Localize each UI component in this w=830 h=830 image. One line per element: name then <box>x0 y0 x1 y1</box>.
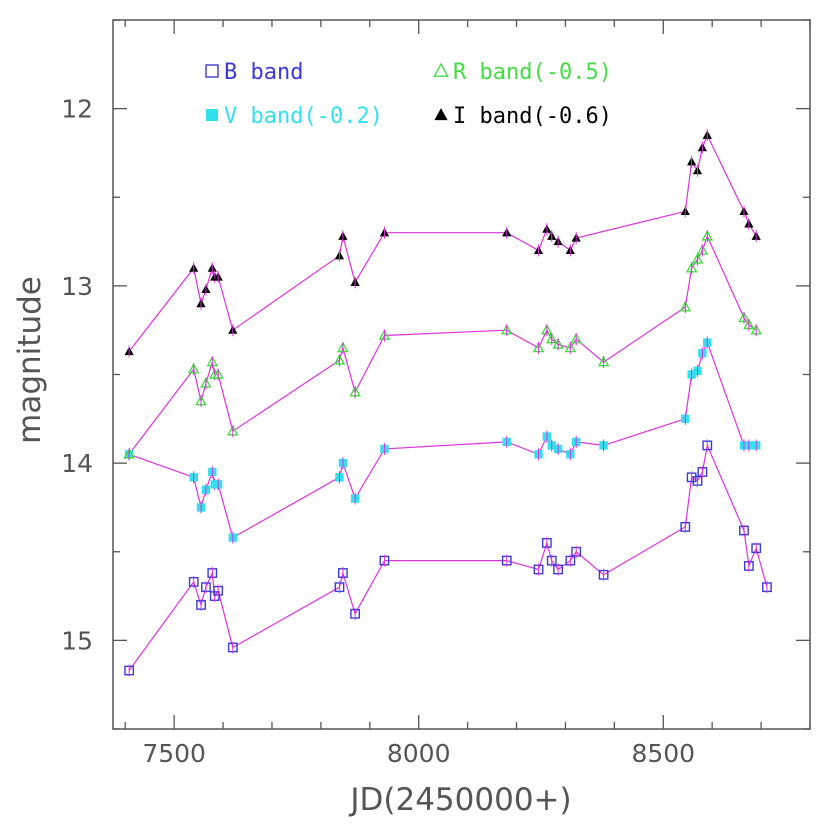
x-tick-label: 7500 <box>142 739 206 768</box>
data-point <box>433 62 449 77</box>
series-line <box>128 133 757 352</box>
y-axis-title: magnitude <box>12 276 48 444</box>
data-markers <box>123 129 772 677</box>
legend-label: B band <box>224 60 303 85</box>
legend-label: V band(-0.2) <box>224 104 383 129</box>
legend-label: I band(-0.6) <box>453 104 612 129</box>
axis-ticks <box>113 19 811 730</box>
x-tick-label: 8500 <box>631 739 695 768</box>
x-axis-title: JD(2450000+) <box>348 782 571 818</box>
y-tick-label: 14 <box>61 449 93 478</box>
series-line <box>128 341 757 539</box>
series-line <box>128 443 768 671</box>
data-point <box>205 64 219 78</box>
connector-lines <box>128 133 768 671</box>
y-tick-label: 13 <box>61 272 93 301</box>
tick-labels: 7500 8000 8500 12 13 14 15 <box>61 95 695 768</box>
data-point <box>206 109 218 121</box>
series-line <box>128 234 757 455</box>
data-point <box>434 108 448 121</box>
y-tick-label: 15 <box>61 626 93 655</box>
y-tick-label: 12 <box>61 95 93 124</box>
x-tick-label: 8000 <box>387 739 451 768</box>
legend-label: R band(-0.5) <box>453 60 612 85</box>
legend: B band V band(-0.2) R band(-0.5) I band(-0.… <box>205 60 612 129</box>
